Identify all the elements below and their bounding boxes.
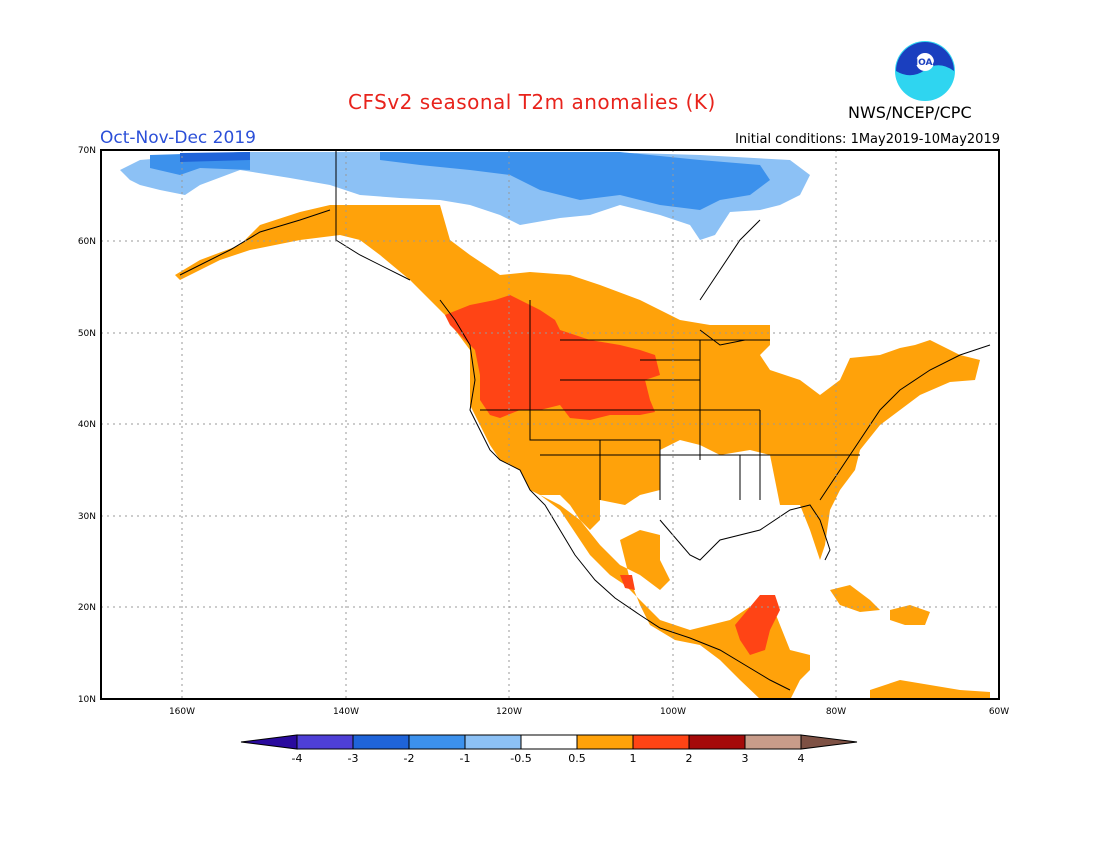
colorbar-box (744, 734, 802, 750)
colorbar-box (408, 734, 466, 750)
lon-label: 120W (496, 707, 522, 717)
lat-label: 10N (78, 695, 96, 705)
colorbar-tick-label: -1 (460, 752, 471, 765)
hot-anomaly-central-america (620, 575, 780, 655)
map-title: CFSv2 seasonal T2m anomalies (K) (348, 90, 716, 114)
colorbar-box (352, 734, 410, 750)
lat-label: 70N (78, 146, 96, 156)
colorbar-tick-label: 0.5 (568, 752, 586, 765)
lat-label: 30N (78, 512, 96, 522)
colorbar-tick-label: 4 (798, 752, 805, 765)
lon-label: 140W (333, 707, 359, 717)
colorbar-box (296, 734, 354, 750)
season-label: Oct-Nov-Dec 2019 (100, 128, 256, 148)
map-frame (100, 149, 1000, 700)
colorbar-arrow-right (800, 734, 858, 750)
colorbar-box (464, 734, 522, 750)
warm-anomaly-caribbean (830, 585, 990, 699)
colorbar-tick-label: 2 (686, 752, 693, 765)
lat-label: 60N (78, 237, 96, 247)
colorbar-tick-label: -2 (404, 752, 415, 765)
colorbar-tick-label: 1 (630, 752, 637, 765)
colorbar-arrow-left (240, 734, 298, 750)
colorbar-box (688, 734, 746, 750)
initial-conditions: Initial conditions: 1May2019-10May2019 (735, 132, 1000, 147)
warm-anomaly-mexico (540, 495, 810, 699)
very-cold-anomaly-region (180, 152, 250, 162)
colorbar-tick-label: -4 (292, 752, 303, 765)
colorbar-box (520, 734, 578, 750)
svg-text:NOAA: NOAA (911, 58, 940, 68)
lat-label: 40N (78, 420, 96, 430)
hot-anomaly-region (445, 295, 660, 420)
colorbar-tick-label: 3 (742, 752, 749, 765)
noaa-logo: NOAA (895, 41, 955, 101)
colorbar-tick-label: -0.5 (510, 752, 531, 765)
lon-label: 160W (169, 707, 195, 717)
lat-label: 50N (78, 329, 96, 339)
lat-label: 20N (78, 603, 96, 613)
colorbar-box (632, 734, 690, 750)
agency-label: NWS/NCEP/CPC (848, 103, 972, 122)
strong-cold-anomaly-region (150, 152, 770, 210)
lon-label: 60W (989, 707, 1009, 717)
colorbar-box (576, 734, 634, 750)
colorbar-tick-label: -3 (348, 752, 359, 765)
lon-label: 100W (660, 707, 686, 717)
lon-label: 80W (826, 707, 846, 717)
